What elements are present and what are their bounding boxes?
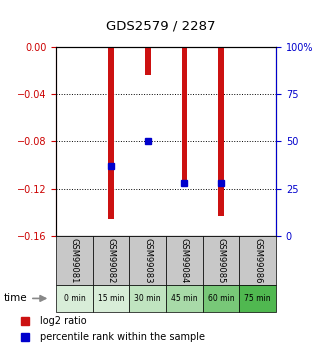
Text: GSM99084: GSM99084 [180, 238, 189, 283]
Bar [182, 47, 187, 183]
Text: 45 min: 45 min [171, 294, 198, 303]
Text: 60 min: 60 min [208, 294, 234, 303]
Text: 0 min: 0 min [64, 294, 85, 303]
Bar [203, 236, 239, 285]
Text: 15 min: 15 min [98, 294, 125, 303]
Bar [93, 236, 129, 285]
Text: time: time [3, 294, 27, 303]
Bar [166, 236, 203, 285]
Bar [239, 285, 276, 312]
Text: GSM99083: GSM99083 [143, 238, 152, 283]
Text: GSM99081: GSM99081 [70, 238, 79, 283]
Bar [203, 285, 239, 312]
Bar [129, 236, 166, 285]
Text: GSM99086: GSM99086 [253, 238, 262, 283]
Text: percentile rank within the sample: percentile rank within the sample [40, 333, 205, 342]
Bar [56, 236, 93, 285]
Text: GDS2579 / 2287: GDS2579 / 2287 [106, 19, 215, 32]
Bar [108, 47, 114, 218]
Text: GSM99082: GSM99082 [107, 238, 116, 283]
Bar [218, 47, 224, 216]
Bar [129, 285, 166, 312]
Bar [166, 285, 203, 312]
Bar [145, 47, 151, 75]
Text: log2 ratio: log2 ratio [40, 316, 86, 326]
Bar [93, 285, 129, 312]
Bar [239, 236, 276, 285]
Bar [56, 285, 93, 312]
Text: GSM99085: GSM99085 [217, 238, 226, 283]
Text: 75 min: 75 min [244, 294, 271, 303]
Text: 30 min: 30 min [134, 294, 161, 303]
